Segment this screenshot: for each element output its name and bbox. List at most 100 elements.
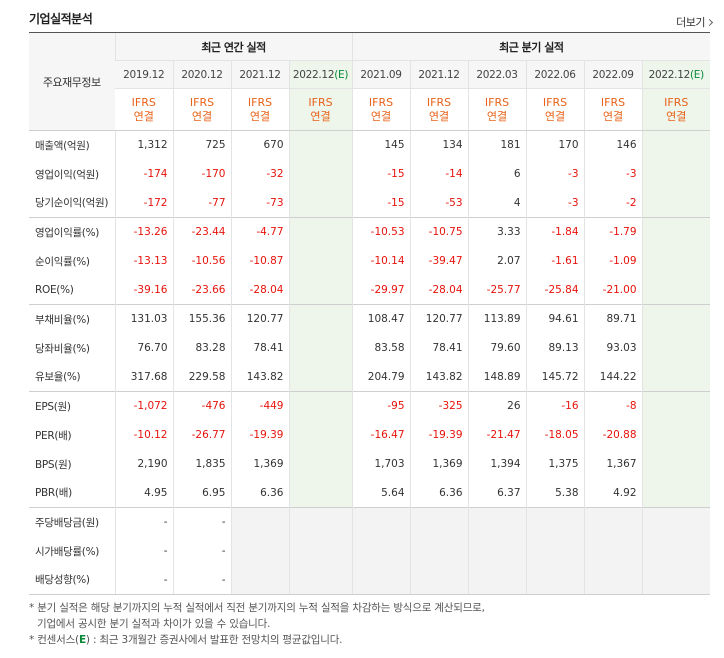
table-cell: -10.56 xyxy=(172,246,231,276)
table-cell: -28.04 xyxy=(230,275,289,305)
period-date: 2022.12 xyxy=(648,68,691,81)
table-cell xyxy=(288,362,353,392)
table-cell xyxy=(641,449,711,479)
ifrs-row: IFRS 연결 IFRS 연결 IFRS 연결 IFRS 연결 IFRS 연결 IFRS 연결 IFRS… xyxy=(29,88,711,131)
table-row: 유보율(%) 317.68 229.58 143.82 204.79 143.82 148.… xyxy=(29,362,711,392)
table-cell xyxy=(641,304,711,334)
table-cell xyxy=(641,391,711,421)
row-label: PER(배) xyxy=(35,429,72,442)
table-cell: -77 xyxy=(172,188,231,218)
table-row: EPS(원) -1,072 -476 -449 -95 -325 26 -16 -8 xyxy=(29,391,711,421)
table-cell: 1,835 xyxy=(172,449,231,479)
table-row: 배당성향(%) - - xyxy=(29,565,711,595)
consolidated-label: 연결 xyxy=(370,109,392,123)
table-cell xyxy=(288,246,353,276)
table-cell: -20.88 xyxy=(583,420,643,450)
table-cell xyxy=(288,565,353,595)
table-cell: -16 xyxy=(525,391,585,421)
table-cell: -15 xyxy=(351,188,411,218)
row-label: 매출액(억원) xyxy=(35,139,90,152)
table-cell: -14 xyxy=(409,159,469,189)
row-label: ROE(%) xyxy=(35,283,74,296)
table-cell: 148.89 xyxy=(467,362,527,392)
period-header: 2019.12 xyxy=(115,60,173,89)
ifrs-label: IFRS xyxy=(368,95,394,109)
ifrs-label: IFRS xyxy=(308,95,333,109)
table-cell: 181 xyxy=(467,130,527,160)
consolidated-label: 연결 xyxy=(310,109,331,123)
table-cell: 1,375 xyxy=(525,449,585,479)
table-cell xyxy=(641,362,711,392)
ifrs-header: IFRS 연결 xyxy=(409,88,469,131)
table-cell: - xyxy=(172,507,231,537)
table-cell xyxy=(288,507,353,537)
table-row: ROE(%) -39.16 -23.66 -28.04 -29.97 -28.04 -25.… xyxy=(29,275,711,305)
estimate-mark: (E) xyxy=(689,68,704,81)
more-link[interactable]: 더보기 xyxy=(676,14,714,30)
table-row: 부채비율(%) 131.03 155.36 120.77 108.47 120.77 113… xyxy=(29,304,711,334)
table-cell: 229.58 xyxy=(172,362,231,392)
ifrs-label: IFRS xyxy=(131,95,156,109)
table-row: 시가배당률(%) - - xyxy=(29,536,711,566)
table-cell: 5.64 xyxy=(351,478,411,508)
table-cell xyxy=(230,565,289,595)
consolidated-label: 연결 xyxy=(486,109,508,123)
table-cell xyxy=(641,130,711,160)
ifrs-label: IFRS xyxy=(484,95,510,109)
footnote-consensus: * 컨센서스(E) : 최근 3개월간 증권사에서 발표한 전망치의 평균값입니… xyxy=(29,634,343,646)
table-cell: -95 xyxy=(351,391,411,421)
table-cell: 2.07 xyxy=(467,246,527,276)
table-cell: 78.41 xyxy=(230,333,289,363)
footnote-quarterly-2: 기업에서 공시한 분기 실적과 차이가 있을 수 있습니다. xyxy=(37,618,271,630)
table-cell: -10.87 xyxy=(230,246,289,276)
row-label: 당기순이익(억원) xyxy=(35,197,109,210)
table-cell xyxy=(288,333,353,363)
table-row: 영업이익(억원) -174 -170 -32 -15 -14 6 -3 -3 xyxy=(29,159,711,189)
table-cell xyxy=(641,420,711,450)
estimate-mark: E xyxy=(78,634,86,646)
table-cell: 76.70 xyxy=(114,333,173,363)
table-cell: -28.04 xyxy=(409,275,469,305)
consolidated-label: 연결 xyxy=(666,109,687,123)
table-cell: 78.41 xyxy=(409,333,469,363)
period-header: 2022.03 xyxy=(467,60,527,89)
table-cell: 6 xyxy=(467,159,527,189)
table-cell: -32 xyxy=(230,159,289,189)
table-cell xyxy=(288,536,353,566)
table-cell: -21.00 xyxy=(583,275,643,305)
table-cell: 725 xyxy=(172,130,231,160)
table-cell: -13.26 xyxy=(114,217,173,247)
table-cell: 83.28 xyxy=(172,333,231,363)
table-cell: 131.03 xyxy=(114,304,173,334)
ifrs-label: IFRS xyxy=(189,95,215,109)
table-cell: -172 xyxy=(114,188,173,218)
table-cell: 5.38 xyxy=(525,478,585,508)
row-label: 영업이익률(%) xyxy=(29,217,115,247)
table-cell: 143.82 xyxy=(409,362,469,392)
table-cell xyxy=(641,188,711,218)
period-header: 2022.12(E) xyxy=(641,60,711,89)
table-cell: -170 xyxy=(172,159,231,189)
period-row: 2019.12 2020.12 2021.12 2022.12(E) 2021.09 20… xyxy=(29,60,711,89)
period-header: 2022.09 xyxy=(583,60,643,89)
table-cell: -449 xyxy=(230,391,289,421)
consolidated-label: 연결 xyxy=(191,109,213,123)
ifrs-header: IFRS 연결 xyxy=(172,88,231,131)
table-cell: -4.77 xyxy=(230,217,289,247)
table-row: 당기순이익(억원) -172 -77 -73 -15 -53 4 -3 -2 xyxy=(29,188,711,218)
table-cell: 2,190 xyxy=(114,449,173,479)
period-header: 2020.12 xyxy=(172,60,231,89)
period-header: 2022.06 xyxy=(525,60,585,89)
row-label: 유보율(%) xyxy=(35,371,81,384)
table-cell: 143.82 xyxy=(230,362,289,392)
table-cell: -39.47 xyxy=(409,246,469,276)
table-cell xyxy=(641,536,711,566)
table-cell: -73 xyxy=(230,188,289,218)
table-cell xyxy=(641,507,711,537)
table-cell: -3 xyxy=(525,188,585,218)
table-cell: -476 xyxy=(172,391,231,421)
row-label: 시가배당률(%) xyxy=(35,545,100,558)
table-cell xyxy=(641,275,711,305)
table-cell: -3 xyxy=(525,159,585,189)
table-cell: 120.77 xyxy=(409,304,469,334)
